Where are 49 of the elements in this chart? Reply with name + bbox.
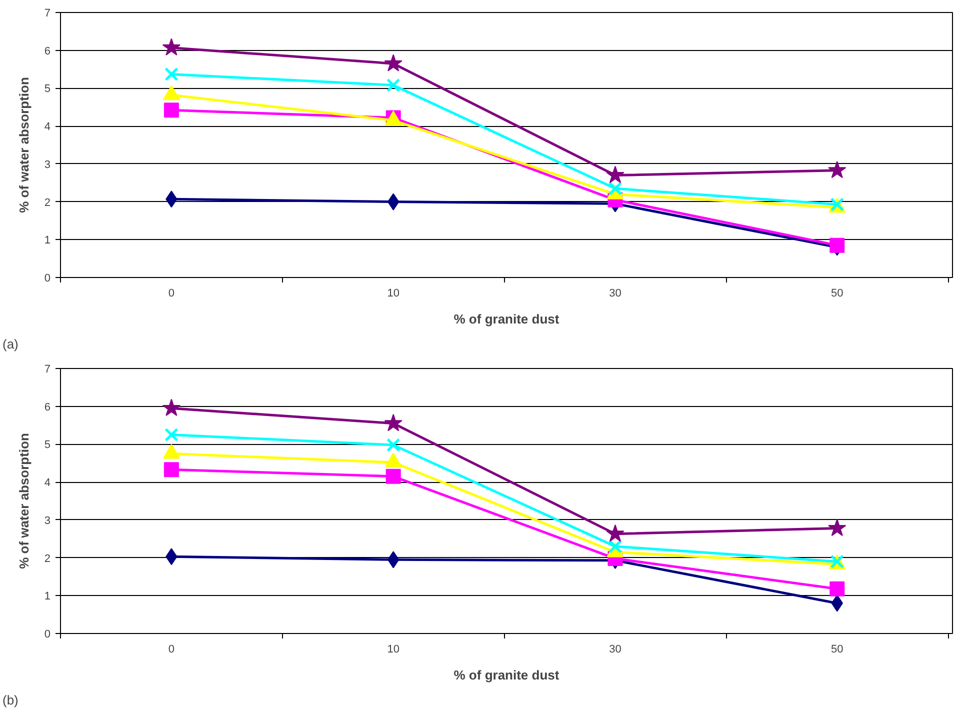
point <box>830 581 845 596</box>
y-axis-title: % of water absorption <box>16 77 32 213</box>
point <box>384 414 402 432</box>
y-tick-label: 0 <box>44 628 51 640</box>
point <box>606 524 624 542</box>
y-tick-label: 7 <box>44 364 51 376</box>
point <box>164 67 178 82</box>
point <box>608 182 622 196</box>
y-tick-label: 1 <box>44 590 51 603</box>
y-tick-label: 7 <box>44 8 51 20</box>
point <box>828 160 846 178</box>
point <box>386 438 400 452</box>
y-tick-label: 5 <box>44 439 51 452</box>
point <box>606 166 624 184</box>
x-tick-label: 0 <box>168 644 175 656</box>
y-tick-label: 4 <box>44 477 51 490</box>
x-tick-label: 30 <box>609 644 622 656</box>
point <box>164 428 178 442</box>
point <box>162 38 181 56</box>
point <box>608 540 622 554</box>
point <box>384 54 402 72</box>
y-tick-label: 1 <box>44 234 51 247</box>
point <box>164 462 179 478</box>
x-tick-label: 10 <box>387 288 400 300</box>
y-tick-label: 4 <box>44 121 51 134</box>
y-tick-label: 6 <box>44 45 51 58</box>
y-axis-title: % of water absorption <box>16 433 32 569</box>
point <box>386 78 400 92</box>
x-tick-label: 50 <box>831 644 844 656</box>
y-tick-label: 3 <box>44 158 51 171</box>
y-tick-label: 5 <box>44 83 51 96</box>
point <box>830 238 845 253</box>
y-tick-label: 3 <box>44 514 51 527</box>
point <box>162 398 181 416</box>
x-tick-label: 30 <box>609 288 622 300</box>
y-tick-label: 2 <box>44 552 51 565</box>
x-axis-title: % of granite dust <box>454 312 560 326</box>
x-axis-title: % of granite dust <box>454 668 560 682</box>
x-tick-label: 0 <box>168 288 175 300</box>
x-tick-label: 50 <box>831 288 844 300</box>
point <box>386 468 401 484</box>
text: (b) <box>2 692 18 708</box>
y-tick-label: 0 <box>44 272 51 284</box>
point <box>164 102 179 118</box>
text: (a) <box>2 336 18 352</box>
y-tick-label: 2 <box>44 196 51 209</box>
x-tick-label: 10 <box>387 644 400 656</box>
y-tick-label: 6 <box>44 401 51 414</box>
point <box>828 518 846 536</box>
